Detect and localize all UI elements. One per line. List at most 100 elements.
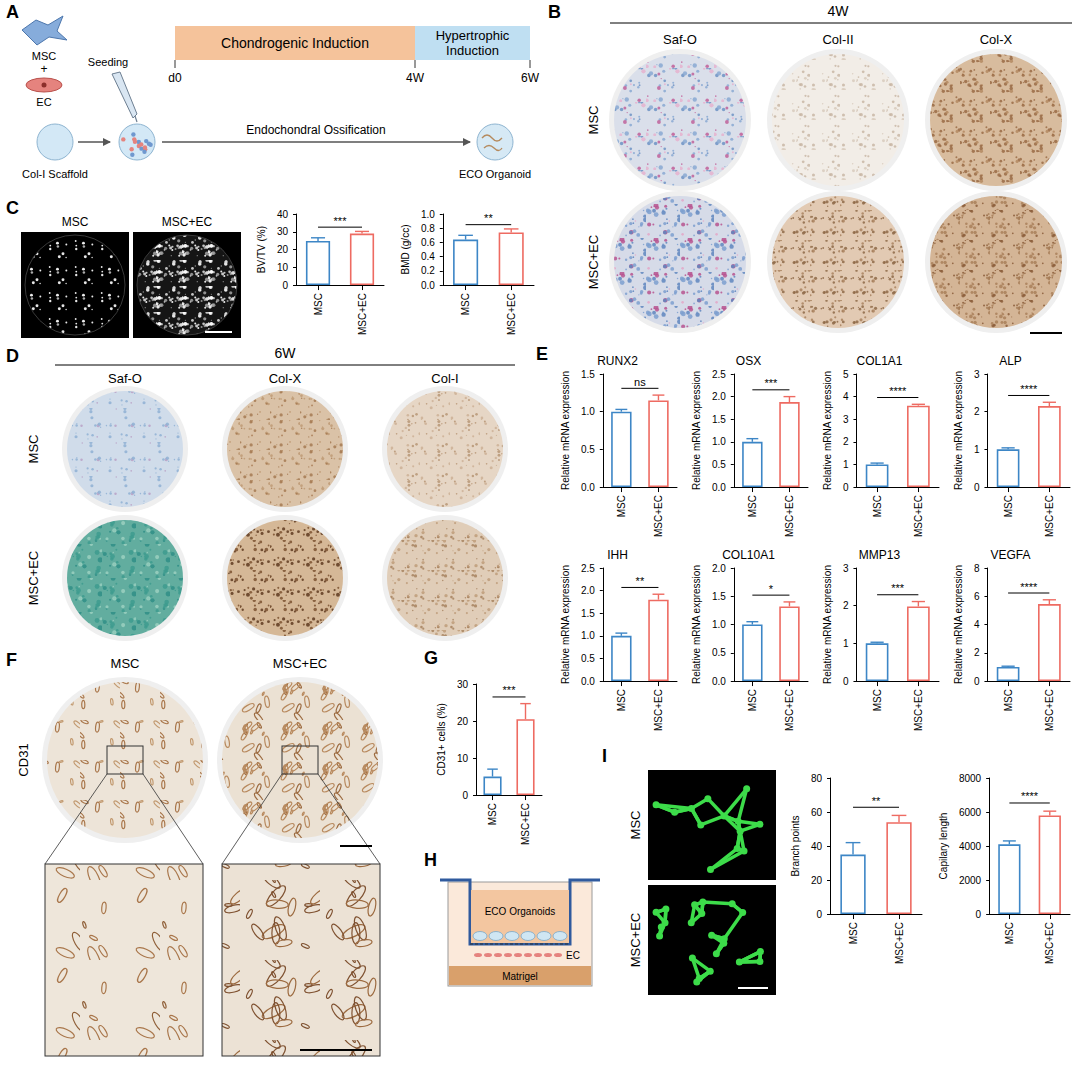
svg-text:30: 30 [277,226,289,237]
svg-text:****: **** [889,385,907,397]
svg-text:2: 2 [974,647,980,658]
svg-text:3: 3 [974,369,980,380]
svg-text:80: 80 [811,773,823,784]
svg-text:60: 60 [811,807,823,818]
svg-text:8: 8 [974,563,980,574]
svg-text:MSC+EC: MSC+EC [520,803,531,845]
svg-text:MSC+EC: MSC+EC [1044,689,1055,731]
svg-text:MSC+EC: MSC+EC [784,495,795,537]
svg-text:RUNX2: RUNX2 [597,354,638,368]
svg-text:ns: ns [634,376,646,388]
svg-text:Saf-O: Saf-O [108,371,142,386]
svg-text:6: 6 [974,591,980,602]
svg-text:COL1A1: COL1A1 [856,354,902,368]
svg-text:Relative mRNA expression: Relative mRNA expression [560,371,571,490]
svg-text:d0: d0 [168,71,182,85]
svg-text:CD31+ cells (%): CD31+ cells (%) [436,703,447,776]
svg-text:20: 20 [457,716,469,727]
svg-text:****: **** [1020,581,1038,593]
svg-text:Endochondral Ossification: Endochondral Ossification [246,123,385,137]
svg-text:4W: 4W [406,71,425,85]
svg-text:COL10A1: COL10A1 [722,548,775,562]
svg-text:MSC: MSC [848,922,859,944]
svg-text:2.0: 2.0 [712,563,726,574]
svg-text:Saf-O: Saf-O [663,32,697,47]
svg-text:MSC+EC: MSC+EC [913,495,924,537]
svg-text:1.5: 1.5 [581,369,595,380]
svg-text:0.5: 0.5 [581,444,595,455]
svg-text:ECO Organoid: ECO Organoid [459,168,531,180]
svg-text:MSC+EC: MSC+EC [784,689,795,731]
svg-text:Branch points: Branch points [790,815,801,876]
svg-text:Relative mRNA expression: Relative mRNA expression [822,565,833,684]
svg-text:Chondrogenic Induction: Chondrogenic Induction [221,35,369,51]
svg-text:2: 2 [843,600,849,611]
svg-text:ECO Organoids: ECO Organoids [485,906,556,917]
svg-text:Col-X: Col-X [980,32,1013,47]
svg-text:MSC: MSC [1004,922,1015,944]
svg-text:4W: 4W [828,3,850,19]
svg-text:20: 20 [811,875,823,886]
svg-text:1: 1 [974,444,980,455]
svg-text:MSC+EC: MSC+EC [162,215,213,229]
svg-text:MSC: MSC [460,293,471,315]
svg-text:***: *** [764,377,778,389]
svg-text:****: **** [1021,790,1039,802]
svg-text:B: B [548,2,561,22]
svg-text:F: F [6,650,17,670]
svg-text:6W: 6W [275,345,297,361]
svg-text:MSC+EC: MSC+EC [26,551,41,606]
svg-text:MSC: MSC [487,803,498,825]
svg-text:Seeding: Seeding [88,56,128,68]
svg-text:2: 2 [974,406,980,417]
svg-text:Relative mRNA expression: Relative mRNA expression [953,565,964,684]
svg-text:1: 1 [843,459,849,470]
svg-text:2.5: 2.5 [712,369,726,380]
svg-text:I: I [602,746,607,766]
svg-text:20: 20 [277,244,289,255]
svg-text:0.5: 0.5 [581,653,595,664]
svg-text:E: E [536,344,548,364]
svg-text:MSC+EC: MSC+EC [506,293,517,335]
svg-text:EC: EC [36,96,51,108]
svg-text:**: ** [636,575,645,587]
svg-text:MSC+EC: MSC+EC [273,656,328,671]
svg-text:+: + [40,62,47,76]
svg-text:MSC: MSC [62,215,89,229]
svg-text:MSC: MSC [32,50,57,62]
svg-text:40: 40 [277,209,289,220]
svg-text:0.0: 0.0 [581,482,595,493]
svg-text:Capilary length: Capilary length [938,813,949,880]
svg-text:MSC+EC: MSC+EC [1044,495,1055,537]
svg-text:4: 4 [974,619,980,630]
svg-text:*: * [769,583,774,595]
svg-text:Matrigel: Matrigel [502,971,538,982]
svg-text:8000: 8000 [959,773,982,784]
svg-text:MSC+EC: MSC+EC [1044,922,1055,964]
svg-text:0: 0 [843,482,849,493]
svg-text:6000: 6000 [959,807,982,818]
svg-text:MSC: MSC [616,689,627,711]
svg-text:MSC: MSC [628,811,643,840]
svg-text:1.0: 1.0 [712,619,726,630]
svg-text:CD31: CD31 [16,743,31,776]
svg-text:0: 0 [976,909,982,920]
svg-text:0.6: 0.6 [421,237,435,248]
svg-text:2.0: 2.0 [581,585,595,596]
svg-text:Relative mRNA expression: Relative mRNA expression [691,565,702,684]
svg-text:MSC: MSC [1003,689,1014,711]
svg-text:4000: 4000 [959,841,982,852]
svg-text:Col-I Scaffold: Col-I Scaffold [22,168,88,180]
svg-text:0: 0 [843,676,849,687]
svg-text:EC: EC [566,950,580,961]
svg-text:5: 5 [843,369,849,380]
svg-text:MMP13: MMP13 [859,548,901,562]
svg-text:3: 3 [843,563,849,574]
svg-text:0: 0 [974,482,980,493]
svg-text:3: 3 [843,414,849,425]
svg-text:MSC: MSC [111,656,140,671]
svg-text:Col-X: Col-X [269,371,302,386]
svg-text:Col-II: Col-II [822,32,853,47]
svg-text:MSC+EC: MSC+EC [653,689,664,731]
svg-text:MSC: MSC [872,689,883,711]
